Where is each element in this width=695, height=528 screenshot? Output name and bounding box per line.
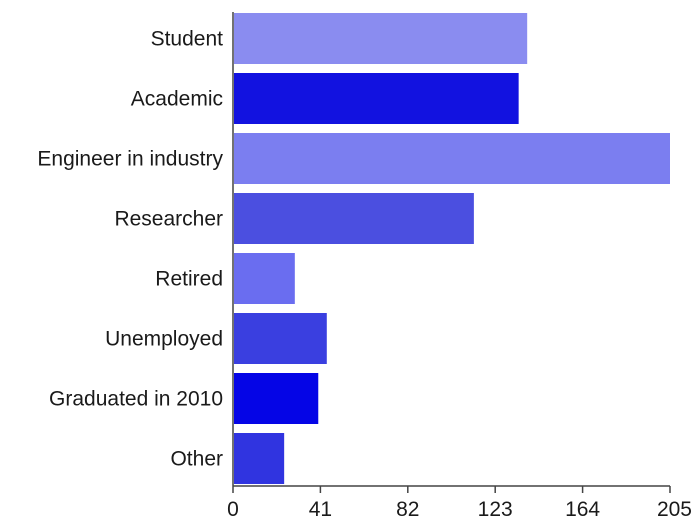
- bar-unemployed: [234, 313, 327, 364]
- category-label-other: Other: [170, 448, 223, 471]
- x-tick-label-205: 205: [657, 498, 692, 521]
- x-tick-label-164: 164: [565, 498, 600, 521]
- x-tick-label-0: 0: [227, 498, 239, 521]
- bar-academic: [234, 73, 519, 124]
- category-labels-layer: Student Academic Engineer in industry Resea…: [37, 28, 223, 471]
- x-tick-label-41: 41: [309, 498, 332, 521]
- category-label-academic: Academic: [131, 88, 223, 111]
- bar-other: [234, 433, 285, 484]
- x-tick-label-123: 123: [478, 498, 513, 521]
- category-label-student: Student: [151, 28, 224, 51]
- category-label-retired: Retired: [155, 268, 223, 291]
- bar-researcher: [234, 193, 474, 244]
- category-label-graduated-in-2010: Graduated in 2010: [49, 388, 223, 411]
- bar-retired: [234, 253, 295, 304]
- axis-layer: 0 41 82 123 164 205: [227, 12, 692, 521]
- bar-student: [234, 13, 528, 64]
- category-label-unemployed: Unemployed: [105, 328, 223, 351]
- bars-layer: [234, 13, 670, 484]
- category-label-researcher: Researcher: [114, 208, 223, 231]
- bar-engineer-in-industry: [234, 133, 670, 184]
- category-label-engineer-in-industry: Engineer in industry: [37, 148, 223, 171]
- bar-graduated-in-2010: [234, 373, 319, 424]
- x-tick-label-82: 82: [396, 498, 419, 521]
